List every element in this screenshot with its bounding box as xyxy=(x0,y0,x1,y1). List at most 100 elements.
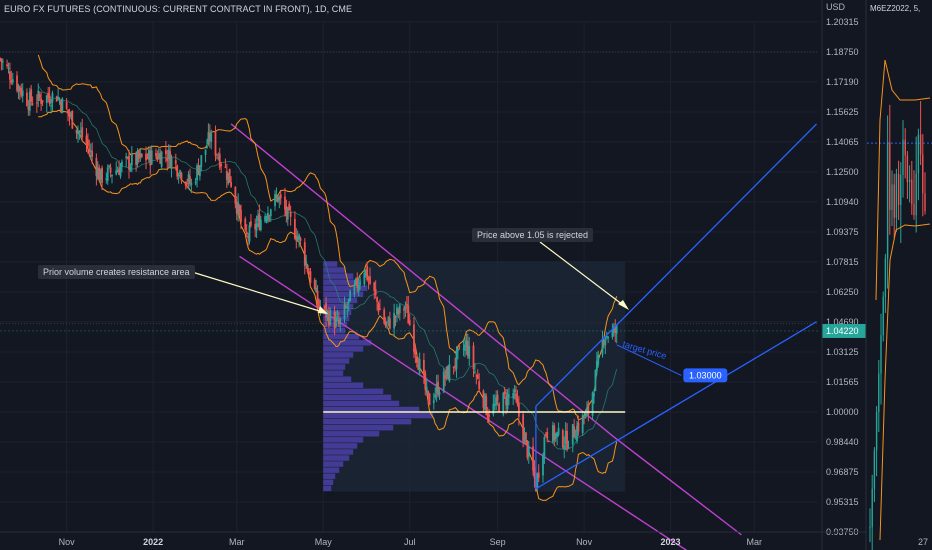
candle-body xyxy=(26,92,28,106)
candle-body xyxy=(405,303,408,306)
candle-body xyxy=(614,327,617,333)
volume-profile-bar xyxy=(323,334,360,340)
candle-body xyxy=(432,400,435,404)
candle-body xyxy=(275,196,278,198)
candle-body xyxy=(293,218,296,239)
candle-body xyxy=(71,110,74,129)
candle-body xyxy=(248,225,251,242)
candle-body xyxy=(303,242,306,266)
candle-body xyxy=(594,370,597,392)
candle-body xyxy=(220,164,223,166)
candle-body xyxy=(289,211,292,217)
candle-body xyxy=(28,91,31,111)
candle-body xyxy=(174,160,177,164)
price-tick-label: 0.95315 xyxy=(826,497,859,507)
candle-body xyxy=(483,393,486,410)
candle-body xyxy=(50,105,52,107)
side-candle-body xyxy=(906,155,909,183)
trend-line-lower xyxy=(535,321,817,490)
candle-body xyxy=(315,287,318,293)
candle-body xyxy=(278,197,281,201)
candle-body xyxy=(276,196,279,202)
side-candle-body xyxy=(878,373,880,412)
candle-body xyxy=(587,403,590,415)
candle-body xyxy=(296,236,299,241)
candle-body xyxy=(89,150,92,153)
candle-body xyxy=(492,403,495,415)
candle-body xyxy=(533,467,536,479)
candle-body xyxy=(318,299,320,308)
candle-body xyxy=(169,151,172,168)
candle-body xyxy=(607,337,610,339)
side-band-upper xyxy=(875,59,931,301)
candle-body xyxy=(458,346,461,348)
candle-body xyxy=(274,194,276,206)
last-price-tag xyxy=(822,323,866,338)
candle-body xyxy=(349,290,352,302)
candle-body xyxy=(101,167,103,184)
candle-body xyxy=(146,157,149,159)
candle-body xyxy=(448,364,451,382)
candle-body xyxy=(217,157,220,159)
candle-body xyxy=(21,90,24,97)
candle-body xyxy=(323,306,326,308)
candle-body xyxy=(309,271,312,283)
side-candle-body xyxy=(875,411,878,451)
candle-body xyxy=(265,218,268,220)
side-candle-body xyxy=(882,296,884,336)
price-tick-label: 1.01565 xyxy=(826,377,859,387)
candle-body xyxy=(567,447,570,449)
candle-body xyxy=(367,278,370,280)
candle-body xyxy=(574,438,577,440)
candle-body xyxy=(591,392,594,416)
volume-profile-bar xyxy=(323,467,340,473)
candle-body xyxy=(566,430,568,450)
candle-body xyxy=(108,165,111,168)
time-axis: Nov 2022 Mar May Jul Sep Nov 2023 Mar xyxy=(59,537,762,547)
bollinger-upper xyxy=(37,54,618,421)
candle-body xyxy=(121,161,123,167)
candle-body xyxy=(583,416,585,418)
price-tick-label: 1.15625 xyxy=(826,107,859,117)
candle-body xyxy=(488,414,490,417)
candle-body xyxy=(31,103,34,105)
candle-body xyxy=(85,135,88,144)
candle-body xyxy=(98,167,101,181)
volume-profile-bar xyxy=(323,485,332,492)
candle-body xyxy=(237,201,240,216)
candle-body xyxy=(11,79,14,83)
candle-body xyxy=(79,130,82,132)
candle-body xyxy=(543,437,546,459)
candle-body xyxy=(478,381,481,390)
candle-body xyxy=(67,109,69,114)
candle-body xyxy=(306,265,309,272)
candle-body xyxy=(58,99,61,101)
candle-body xyxy=(155,153,157,157)
candle-body xyxy=(442,371,445,393)
volume-profile-bar xyxy=(323,479,334,486)
volume-profile-bar xyxy=(323,370,344,376)
candle-body xyxy=(364,269,367,276)
candle-body xyxy=(615,325,618,334)
candle-body xyxy=(556,432,559,437)
side-candle-body xyxy=(917,134,920,174)
candle-body xyxy=(476,374,479,379)
candle-body xyxy=(482,390,485,408)
currency-label: USD xyxy=(826,2,846,12)
candle-body xyxy=(554,433,557,439)
candle-body xyxy=(48,95,51,104)
candle-body xyxy=(424,372,427,390)
candle-body xyxy=(437,381,439,396)
candle-body xyxy=(115,170,118,175)
price-tick-label: 1.09375 xyxy=(826,227,859,237)
candle-body xyxy=(573,426,576,438)
candle-body xyxy=(139,153,142,157)
candle-body xyxy=(413,324,415,352)
candle-body xyxy=(68,112,71,117)
volume-profile-bar xyxy=(323,346,364,352)
volume-note-arrow xyxy=(191,271,327,314)
candle-body xyxy=(604,339,607,346)
candle-body xyxy=(99,168,102,180)
candle-body xyxy=(485,396,488,415)
candle-body xyxy=(316,290,319,304)
